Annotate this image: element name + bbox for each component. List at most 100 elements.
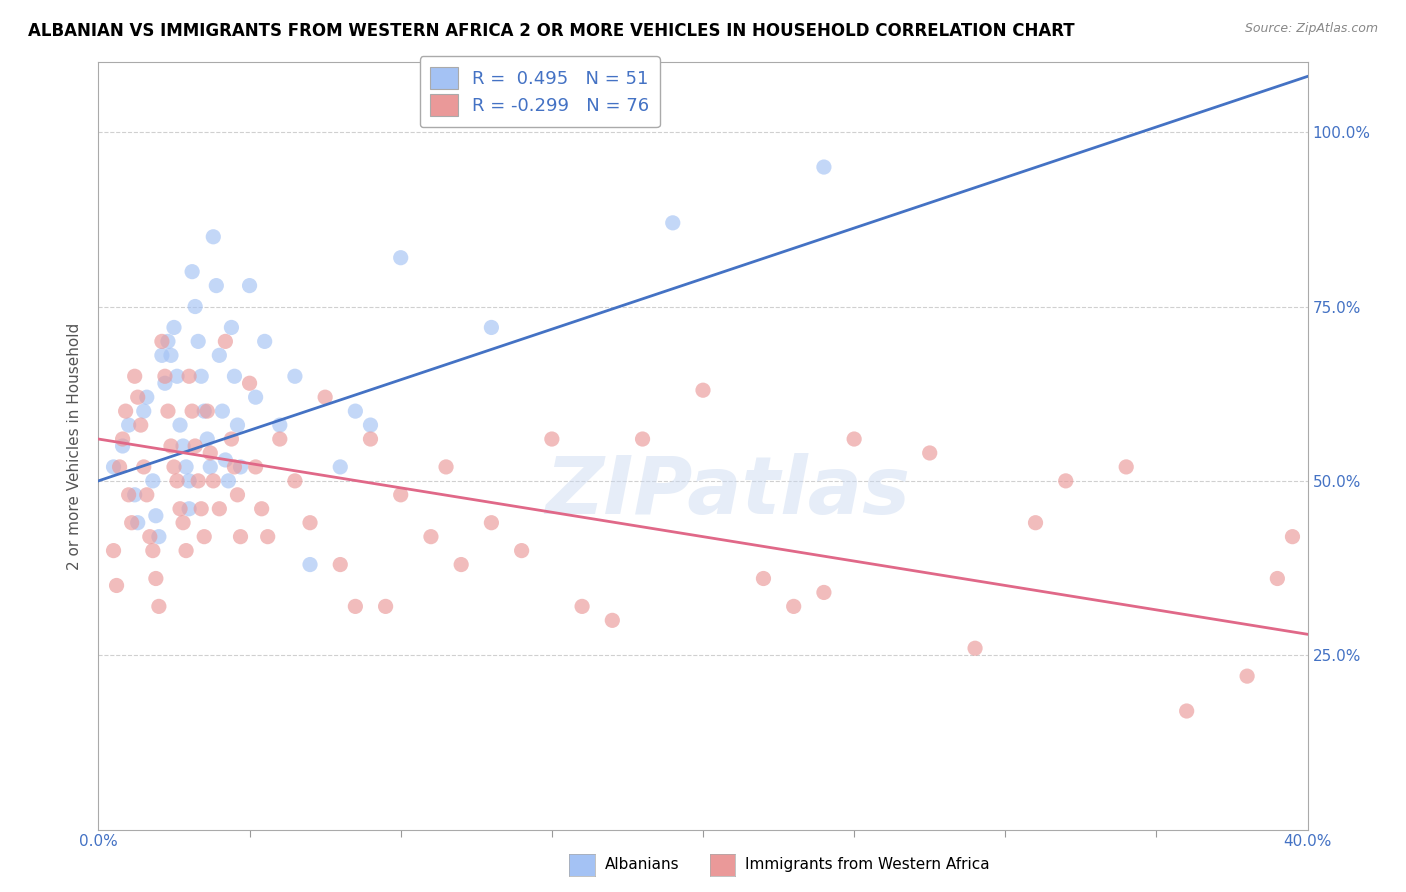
Point — [148, 530, 170, 544]
Point — [389, 488, 412, 502]
Point — [142, 543, 165, 558]
Point — [661, 216, 683, 230]
Point — [253, 334, 276, 349]
Point — [139, 530, 162, 544]
Point — [221, 432, 243, 446]
Point — [631, 432, 654, 446]
Point — [208, 501, 231, 516]
Point — [179, 474, 201, 488]
Point — [169, 501, 191, 516]
Text: ALBANIAN VS IMMIGRANTS FROM WESTERN AFRICA 2 OR MORE VEHICLES IN HOUSEHOLD CORRE: ALBANIAN VS IMMIGRANTS FROM WESTERN AFRI… — [28, 22, 1074, 40]
Point — [208, 348, 231, 362]
Point — [103, 543, 125, 558]
Point — [190, 369, 212, 384]
Point — [184, 300, 207, 314]
Point — [1024, 516, 1046, 530]
Point — [389, 251, 412, 265]
Point — [200, 446, 222, 460]
Point — [179, 501, 201, 516]
Point — [153, 369, 176, 384]
Y-axis label: 2 or more Vehicles in Household: 2 or more Vehicles in Household — [67, 322, 83, 570]
Point — [132, 459, 155, 474]
Point — [166, 474, 188, 488]
Point — [160, 348, 183, 362]
Point — [221, 320, 243, 334]
Point — [174, 459, 197, 474]
Point — [481, 516, 503, 530]
Text: Immigrants from Western Africa: Immigrants from Western Africa — [745, 857, 990, 872]
Point — [190, 501, 212, 516]
Point — [344, 599, 367, 614]
Point — [153, 376, 176, 391]
Point — [103, 459, 125, 474]
Point — [187, 474, 209, 488]
Point — [169, 418, 191, 433]
Point — [299, 558, 322, 572]
Point — [329, 558, 352, 572]
Point — [510, 543, 533, 558]
Point — [163, 459, 186, 474]
Point — [250, 501, 273, 516]
Point — [217, 474, 239, 488]
Point — [602, 613, 624, 627]
Point — [111, 439, 134, 453]
Point — [229, 459, 252, 474]
Point — [269, 418, 291, 433]
Point — [163, 320, 186, 334]
Point — [118, 488, 141, 502]
Point — [420, 530, 443, 544]
Point — [200, 459, 222, 474]
Point — [124, 488, 146, 502]
Point — [239, 278, 262, 293]
Point — [1281, 530, 1303, 544]
Point — [434, 459, 457, 474]
Point — [314, 390, 336, 404]
Point — [692, 383, 714, 397]
Point — [145, 572, 167, 586]
Point — [181, 404, 204, 418]
Point — [374, 599, 396, 614]
Point — [360, 418, 382, 433]
Point — [142, 474, 165, 488]
Point — [150, 334, 173, 349]
Point — [127, 516, 149, 530]
Point — [256, 530, 278, 544]
Point — [179, 369, 201, 384]
Point — [193, 404, 215, 418]
Point — [1054, 474, 1077, 488]
Point — [193, 530, 215, 544]
Point — [813, 160, 835, 174]
Point — [202, 474, 225, 488]
Point — [571, 599, 593, 614]
Point — [127, 390, 149, 404]
Point — [229, 530, 252, 544]
Point — [145, 508, 167, 523]
Text: ZIPatlas: ZIPatlas — [544, 453, 910, 531]
Point — [105, 578, 128, 592]
Point — [918, 446, 941, 460]
Point — [150, 348, 173, 362]
Point — [813, 585, 835, 599]
Point — [540, 432, 562, 446]
Point — [195, 404, 218, 418]
Point — [214, 334, 236, 349]
Point — [844, 432, 866, 446]
Point — [239, 376, 262, 391]
Point — [172, 516, 194, 530]
Point — [174, 543, 197, 558]
Point — [226, 418, 249, 433]
Point — [160, 439, 183, 453]
Point — [481, 320, 503, 334]
Legend: R =  0.495   N = 51, R = -0.299   N = 76: R = 0.495 N = 51, R = -0.299 N = 76 — [419, 56, 659, 128]
Point — [156, 404, 179, 418]
Point — [450, 558, 472, 572]
Point — [205, 278, 228, 293]
Point — [245, 459, 267, 474]
Point — [195, 432, 218, 446]
Point — [166, 369, 188, 384]
Text: Albanians: Albanians — [605, 857, 679, 872]
Text: Source: ZipAtlas.com: Source: ZipAtlas.com — [1244, 22, 1378, 36]
Point — [121, 516, 143, 530]
Point — [172, 439, 194, 453]
Point — [181, 265, 204, 279]
